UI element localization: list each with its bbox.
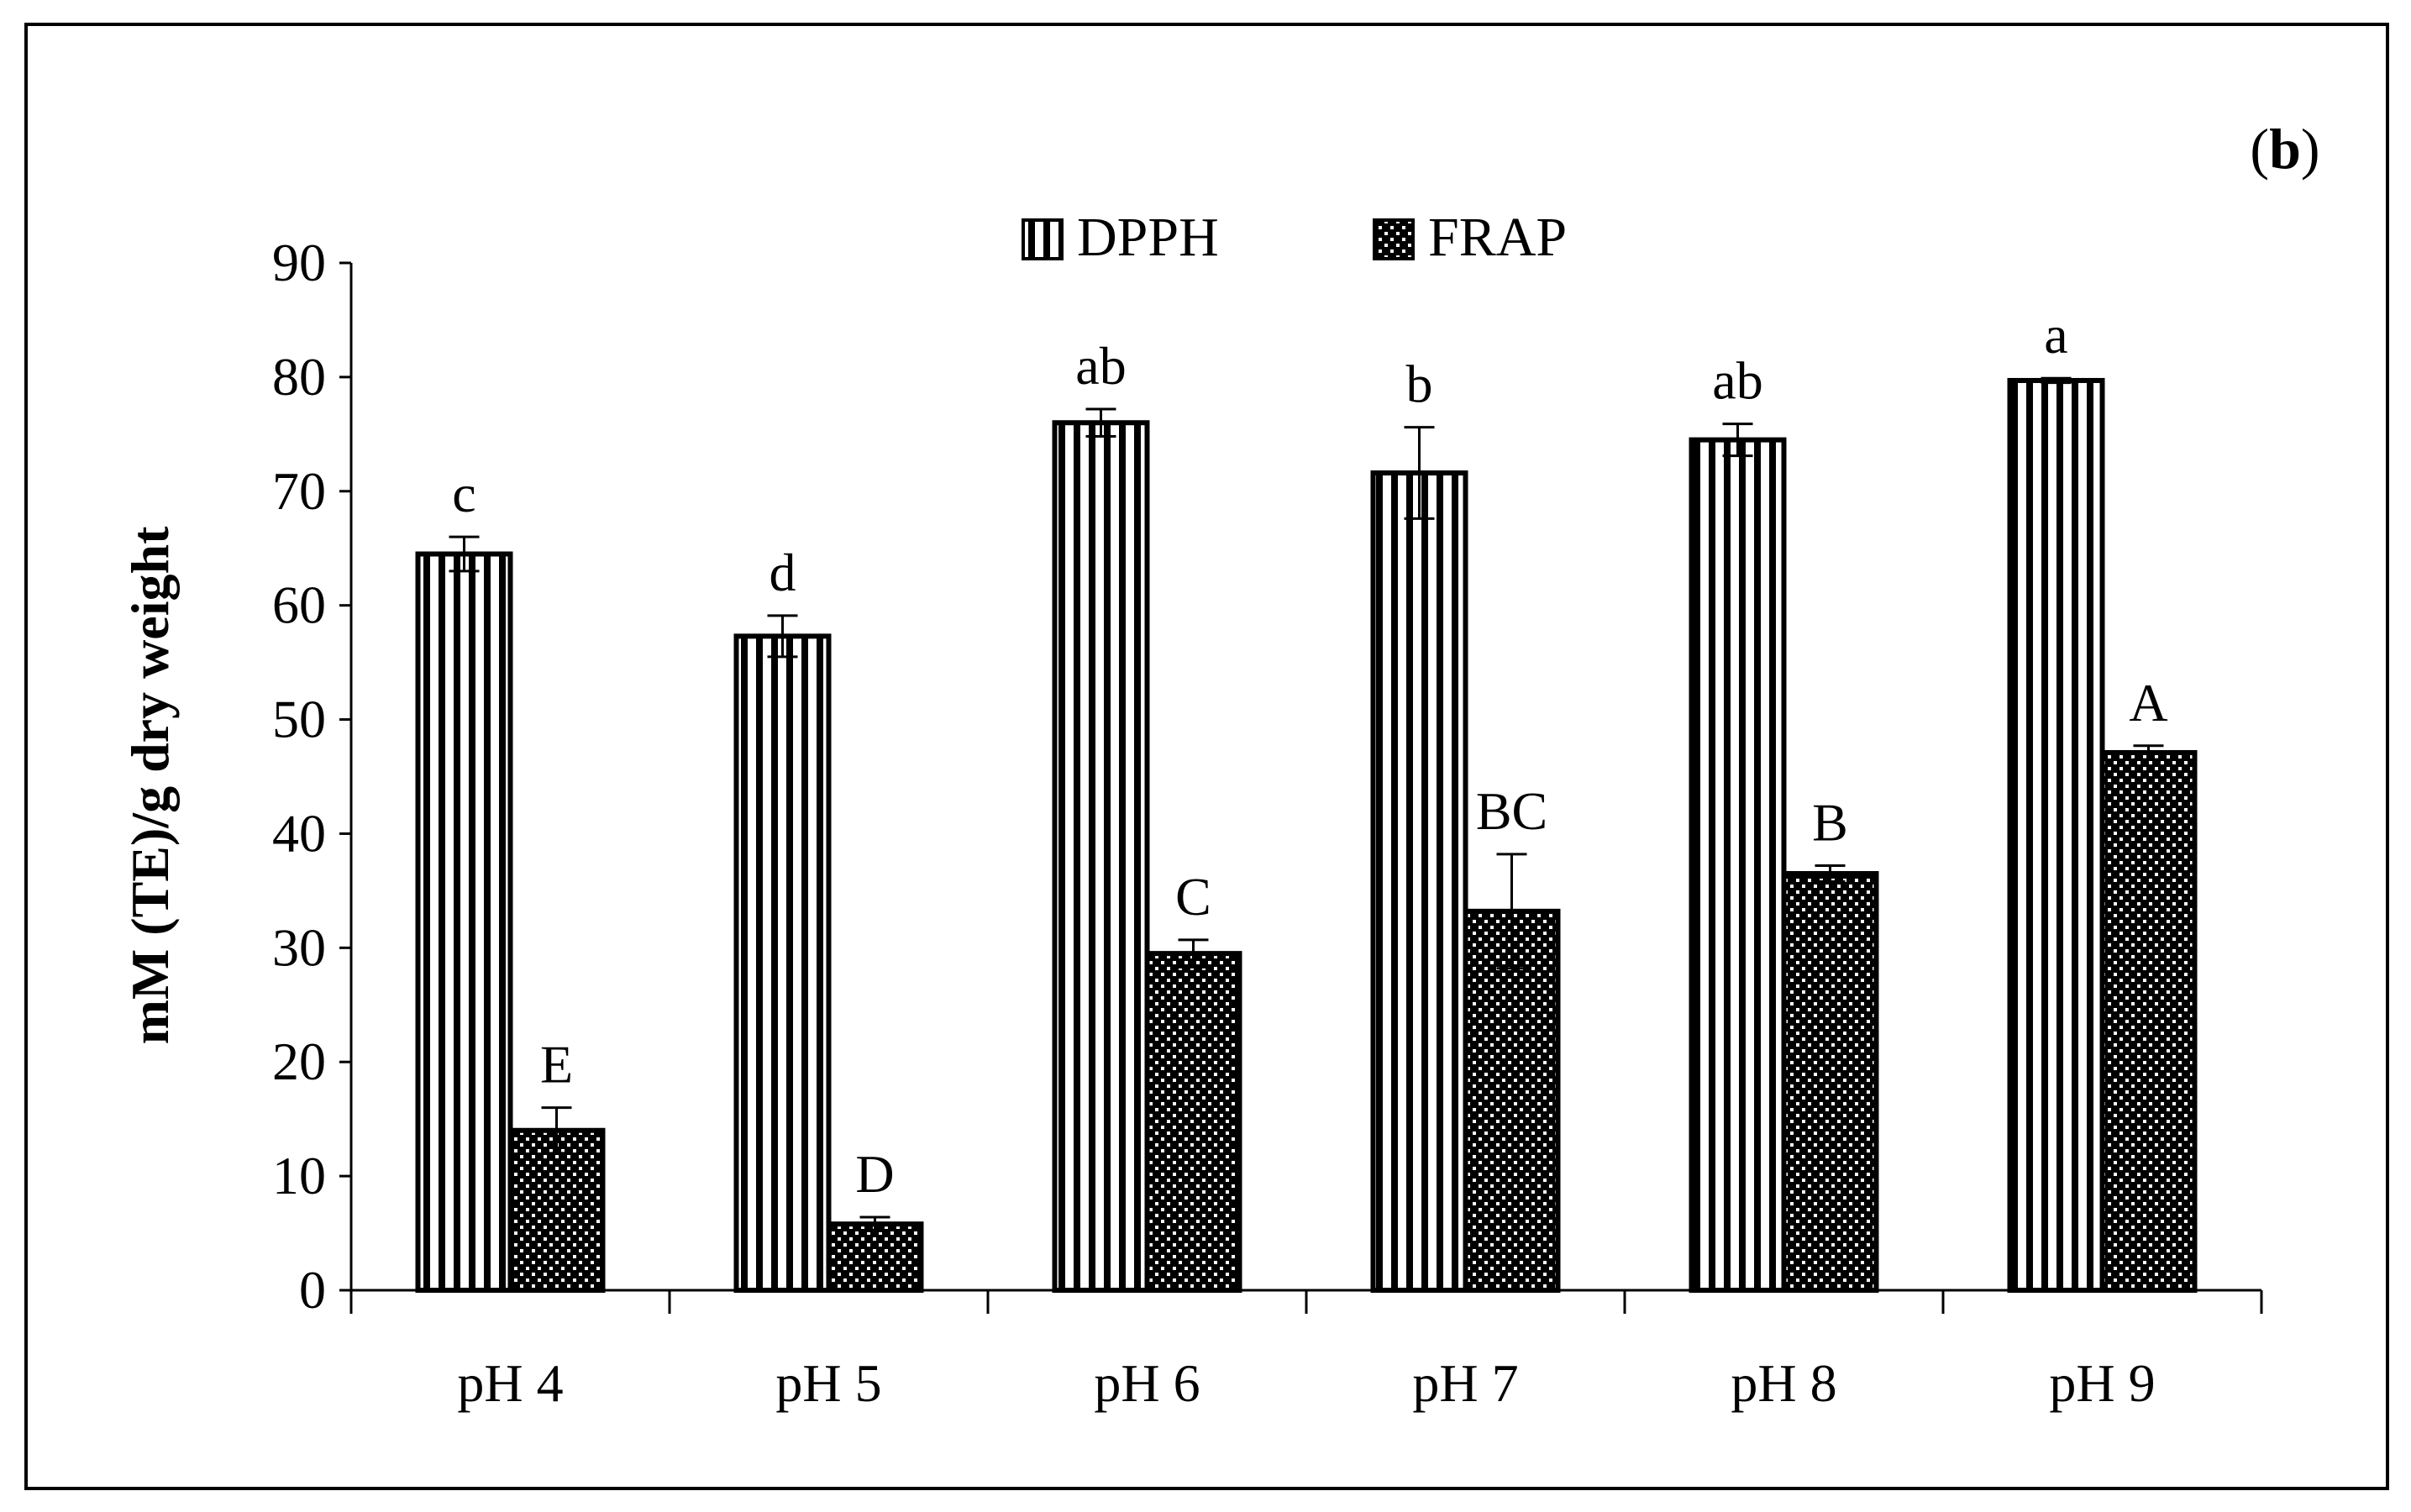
y-tick-label: 60 xyxy=(272,575,326,635)
y-tick-label: 30 xyxy=(272,917,326,977)
figure-border xyxy=(24,23,2389,1490)
significance-letter: b xyxy=(1406,354,1433,414)
significance-letter: ab xyxy=(1075,336,1126,396)
bar-dpph xyxy=(415,551,513,1293)
y-tick-label: 0 xyxy=(299,1260,326,1320)
significance-letter: A xyxy=(2129,673,2167,732)
significance-letter: a xyxy=(2044,305,2067,365)
y-tick-label: 20 xyxy=(272,1032,326,1091)
legend-label-frap: FRAP xyxy=(1428,207,1567,268)
significance-letter: B xyxy=(1812,792,1848,852)
y-tick-label: 10 xyxy=(272,1146,326,1205)
bar-dpph xyxy=(1689,437,1787,1293)
legend: DPPH FRAP xyxy=(1022,207,1567,268)
bar-dpph xyxy=(1370,470,1468,1293)
bar-frap xyxy=(826,1221,924,1293)
legend-label-dpph: DPPH xyxy=(1077,207,1219,268)
bar-dpph xyxy=(1052,420,1150,1294)
x-tick-label: pH 7 xyxy=(1412,1353,1518,1413)
y-tick-label: 50 xyxy=(272,690,326,749)
x-tick-label: pH 4 xyxy=(457,1353,563,1413)
bar-dpph xyxy=(733,633,832,1293)
axes: 0 10 20 30 40 50 60 70 80 90 pH 4 pH 5 pH 6 pH 7 pH 8 p… xyxy=(272,233,2263,1413)
panel-label: (b) xyxy=(2250,117,2319,181)
significance-letter: ab xyxy=(1712,351,1762,411)
bar-frap xyxy=(507,1127,606,1294)
x-tick-label: pH 6 xyxy=(1094,1353,1200,1413)
y-tick-label: 40 xyxy=(272,803,326,863)
y-tick-label: 80 xyxy=(272,347,326,407)
x-tick-label: pH 9 xyxy=(2049,1353,2155,1413)
significance-letter: c xyxy=(452,464,475,523)
panel-label-letter: b xyxy=(2269,117,2301,181)
bars xyxy=(415,377,2198,1294)
bar-frap xyxy=(1144,951,1242,1294)
y-tick-label: 70 xyxy=(272,461,326,521)
significance-letter: D xyxy=(855,1144,894,1204)
y-tick-label: 90 xyxy=(272,233,326,292)
bar-frap xyxy=(2099,749,2198,1293)
x-tick-label: pH 8 xyxy=(1731,1353,1836,1413)
bar-frap xyxy=(1463,908,1561,1293)
y-axis-title: mM (TE)/g dry weight xyxy=(120,526,180,1045)
legend-swatch-frap xyxy=(1373,218,1415,260)
significance-letter: d xyxy=(770,543,796,602)
x-tick-label: pH 5 xyxy=(775,1353,881,1413)
bar-dpph xyxy=(2007,377,2105,1293)
error-bars xyxy=(449,376,2164,1232)
legend-swatch-dpph xyxy=(1022,218,1064,260)
significance-letter: BC xyxy=(1476,781,1547,841)
significance-letters: c Ed Dab Cb BC ab Ba A xyxy=(452,305,2167,1204)
significance-letter: E xyxy=(540,1035,573,1095)
bar-frap xyxy=(1781,871,1879,1294)
significance-letter: C xyxy=(1175,867,1211,927)
